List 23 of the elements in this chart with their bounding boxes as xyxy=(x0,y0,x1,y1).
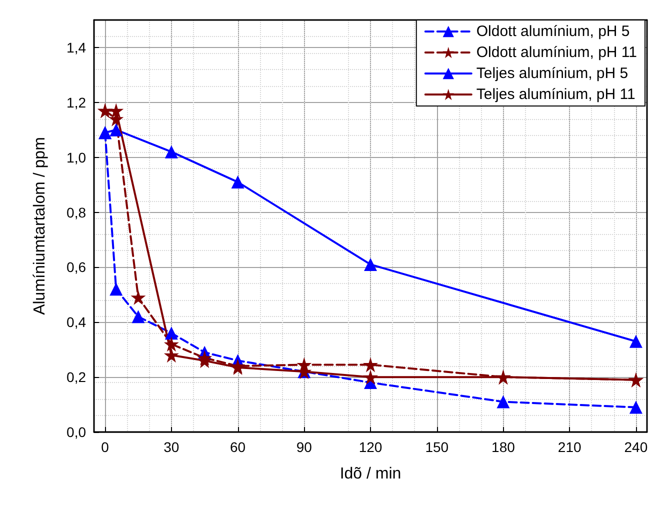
y-tick-label: 0,6 xyxy=(66,259,86,276)
x-tick-label: 60 xyxy=(230,439,246,455)
legend-label: Teljes alumínium, pH 11 xyxy=(476,86,636,103)
y-tick-label: 0,4 xyxy=(66,314,86,330)
y-tick-label: 1,4 xyxy=(66,39,86,56)
x-tick-label: 210 xyxy=(558,439,582,455)
x-tick-label: 120 xyxy=(358,439,382,455)
x-tick-label: 30 xyxy=(164,439,180,455)
y-tick-label: 0,8 xyxy=(66,204,86,220)
x-tick-label: 150 xyxy=(425,439,449,455)
legend-label: Oldott alumínium, pH 5 xyxy=(476,23,630,40)
x-tick-label: 90 xyxy=(296,439,312,455)
y-tick-label: 0,0 xyxy=(66,424,86,440)
legend-label: Teljes alumínium, pH 5 xyxy=(476,65,628,82)
y-tick-label: 0,2 xyxy=(66,369,86,386)
y-axis-title: Alumíniumtartalom / ppm xyxy=(32,137,48,315)
x-tick-label: 240 xyxy=(624,439,648,455)
x-tick-label: 0 xyxy=(101,439,110,455)
y-tick-label: 1,2 xyxy=(66,94,86,110)
y-tick-label: 1,0 xyxy=(66,149,86,166)
legend-label: Oldott alumínium, pH 11 xyxy=(476,44,638,61)
x-tick-label: 180 xyxy=(492,439,516,455)
x-axis-title: Idõ / min xyxy=(340,466,402,482)
